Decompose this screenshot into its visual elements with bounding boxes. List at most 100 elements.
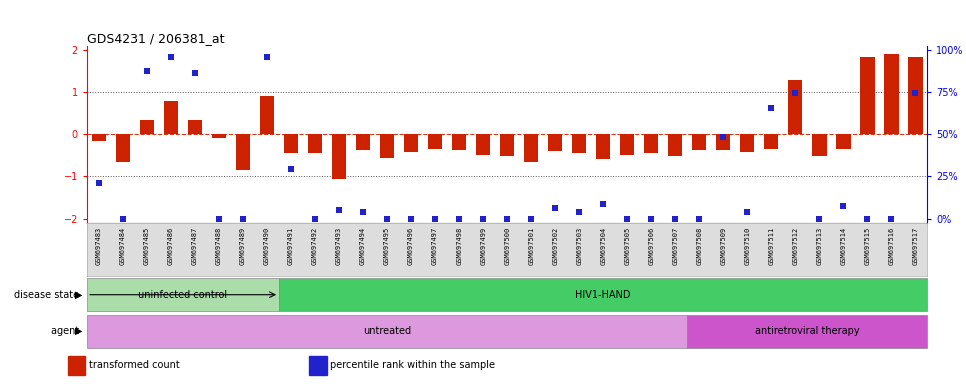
Bar [355, 134, 370, 151]
Point [259, 53, 274, 60]
Text: agent: agent [51, 326, 82, 336]
Text: GSM697517: GSM697517 [912, 227, 919, 265]
Bar [884, 54, 898, 134]
Text: GSM697488: GSM697488 [216, 227, 222, 265]
Text: ▶: ▶ [74, 290, 82, 300]
Text: GSM697514: GSM697514 [840, 227, 846, 265]
Text: GSM697515: GSM697515 [865, 227, 870, 265]
Point [811, 215, 827, 222]
Bar [212, 134, 226, 138]
Point [307, 215, 323, 222]
Point [163, 53, 179, 60]
Text: transformed count: transformed count [89, 360, 180, 370]
Bar [308, 134, 323, 153]
Text: GSM697490: GSM697490 [264, 227, 270, 265]
FancyBboxPatch shape [87, 315, 687, 348]
Bar [404, 134, 418, 152]
Bar [140, 120, 155, 134]
Bar [668, 134, 682, 156]
Text: uninfected control: uninfected control [138, 290, 228, 300]
Text: GSM697509: GSM697509 [721, 227, 726, 265]
Bar [332, 134, 346, 179]
Point [331, 207, 347, 213]
Point [475, 215, 491, 222]
Bar [596, 134, 611, 159]
Text: GSM697498: GSM697498 [456, 227, 462, 265]
Point [763, 105, 779, 111]
Text: GDS4231 / 206381_at: GDS4231 / 206381_at [87, 32, 224, 45]
Bar [68, 356, 85, 376]
Point [524, 215, 539, 222]
Text: percentile rank within the sample: percentile rank within the sample [330, 360, 496, 370]
Text: GSM697494: GSM697494 [360, 227, 366, 265]
Point [595, 201, 611, 207]
Bar [260, 96, 274, 134]
Bar [309, 356, 327, 376]
Text: ▶: ▶ [74, 326, 82, 336]
Point [91, 180, 106, 186]
Bar [837, 134, 850, 149]
Text: GSM697511: GSM697511 [768, 227, 775, 265]
Text: GSM697505: GSM697505 [624, 227, 630, 265]
Text: GSM697512: GSM697512 [792, 227, 798, 265]
Text: disease state: disease state [14, 290, 82, 300]
Bar [236, 134, 250, 170]
Point [355, 209, 371, 215]
Text: GSM697484: GSM697484 [120, 227, 126, 265]
Text: GSM697502: GSM697502 [553, 227, 558, 265]
Text: GSM697487: GSM697487 [192, 227, 198, 265]
Point [236, 215, 251, 222]
Bar [764, 134, 779, 149]
Text: GSM697489: GSM697489 [240, 227, 246, 265]
Bar [860, 56, 874, 134]
Text: GSM697483: GSM697483 [96, 227, 102, 265]
Bar [908, 56, 923, 134]
Text: GSM697506: GSM697506 [648, 227, 654, 265]
Bar [740, 134, 754, 152]
Text: GSM697513: GSM697513 [816, 227, 822, 265]
Bar [380, 134, 394, 157]
FancyBboxPatch shape [87, 278, 279, 311]
Bar [524, 134, 538, 162]
Point [499, 215, 515, 222]
Bar [644, 134, 659, 153]
Point [787, 90, 803, 96]
Bar [116, 134, 130, 162]
Bar [476, 134, 491, 155]
Bar [452, 134, 467, 151]
Text: GSM697499: GSM697499 [480, 227, 486, 265]
Text: GSM697496: GSM697496 [408, 227, 414, 265]
Point [740, 209, 755, 215]
Point [404, 215, 419, 222]
Point [212, 215, 227, 222]
Text: GSM697516: GSM697516 [889, 227, 895, 265]
Bar [788, 80, 803, 134]
Text: GSM697495: GSM697495 [384, 227, 390, 265]
FancyBboxPatch shape [687, 315, 927, 348]
Text: GSM697508: GSM697508 [696, 227, 702, 265]
Text: GSM697493: GSM697493 [336, 227, 342, 265]
Point [548, 205, 563, 211]
Point [884, 215, 899, 222]
Text: GSM697486: GSM697486 [168, 227, 174, 265]
Text: HIV1-HAND: HIV1-HAND [576, 290, 631, 300]
Bar [548, 134, 562, 151]
Text: GSM697504: GSM697504 [600, 227, 607, 265]
Point [380, 215, 395, 222]
Bar [572, 134, 586, 153]
Text: GSM697497: GSM697497 [432, 227, 439, 265]
Text: GSM697485: GSM697485 [144, 227, 150, 265]
Text: GSM697491: GSM697491 [288, 227, 294, 265]
Point [643, 215, 659, 222]
FancyBboxPatch shape [279, 278, 927, 311]
Bar [428, 134, 442, 149]
Point [836, 203, 851, 209]
Point [115, 215, 130, 222]
Bar [716, 134, 730, 151]
Point [572, 209, 587, 215]
Text: GSM697507: GSM697507 [672, 227, 678, 265]
Point [187, 70, 203, 76]
Text: GSM697501: GSM697501 [528, 227, 534, 265]
Bar [500, 134, 514, 156]
Text: GSM697503: GSM697503 [576, 227, 582, 265]
